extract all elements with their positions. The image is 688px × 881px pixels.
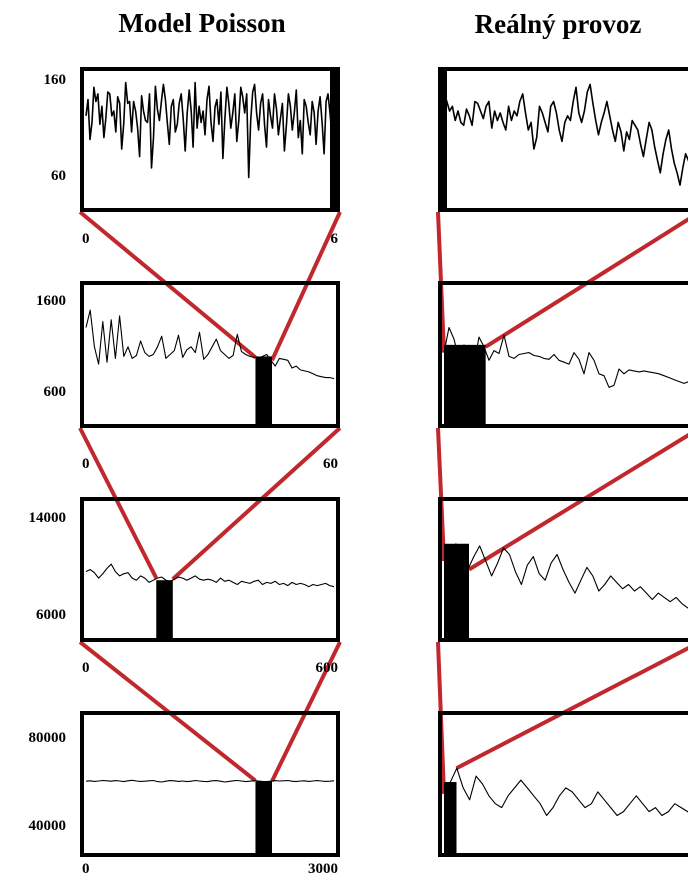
- zoom-window-fill: [444, 782, 457, 857]
- panel-frame: [80, 281, 340, 428]
- panel-frame: [80, 497, 340, 642]
- zoom-connector-line: [270, 211, 342, 362]
- zoom-window-fill: [156, 580, 173, 642]
- zoom-window-fill: [444, 344, 486, 428]
- x-tick-label: 0: [82, 861, 90, 877]
- panel-c1-r1: [438, 281, 688, 428]
- series-line: [85, 81, 335, 179]
- x-tick-label: 60: [323, 456, 338, 472]
- panel-c1-r0: [438, 67, 688, 212]
- panel-frame-thick-right: [330, 67, 340, 212]
- panel-frame: [438, 711, 688, 857]
- y-tick-label: 40000: [29, 818, 67, 834]
- y-tick-label: 1600: [36, 293, 66, 309]
- panel-c1-r2: [438, 497, 688, 642]
- zoom-connector-line: [484, 217, 688, 349]
- x-tick-label: 6: [331, 231, 339, 247]
- y-tick-label: 60: [51, 168, 66, 184]
- y-tick-label: 6000: [36, 607, 66, 623]
- y-tick-label: 160: [44, 72, 67, 88]
- panel-frame: [438, 67, 688, 212]
- series-line: [443, 767, 688, 817]
- panel-frame: [438, 497, 688, 642]
- series-line: [443, 83, 688, 186]
- x-tick-label: 3000: [308, 861, 338, 877]
- series-line: [443, 326, 688, 388]
- left-column-title: Model Poisson: [118, 8, 285, 38]
- panel-frame-thick-left: [438, 67, 447, 212]
- zoom-window-fill: [444, 543, 469, 642]
- zoom-window-fill: [255, 781, 272, 857]
- x-tick-label: 0: [82, 456, 90, 472]
- series-line: [85, 779, 335, 783]
- x-tick-label: 0: [82, 231, 90, 247]
- panel-frame: [438, 281, 688, 428]
- x-tick-label: 0: [82, 660, 90, 676]
- zoom-connector-line: [455, 645, 688, 771]
- right-column-title: Reálný provoz: [475, 9, 642, 39]
- panel-c0-r1: 1600 600 0 60: [36, 281, 340, 472]
- zoom-window-fill: [255, 356, 272, 428]
- zoom-connector-layer: [78, 210, 688, 794]
- x-tick-label: 600: [316, 660, 339, 676]
- zoom-connector-line: [436, 427, 446, 562]
- y-tick-label: 600: [44, 384, 67, 400]
- series-line: [443, 543, 688, 609]
- panel-c0-r3: 80000 40000 0 3000: [29, 711, 340, 877]
- series-line: [85, 309, 335, 380]
- series-line: [85, 563, 335, 588]
- y-tick-label: 14000: [29, 510, 67, 526]
- panel-c1-r3: [438, 711, 688, 857]
- y-tick-label: 80000: [29, 730, 67, 746]
- zoom-connector-line: [78, 427, 159, 579]
- panel-c0-r0: 160 60 0 6: [44, 67, 340, 247]
- panel-c0-r2: 14000 6000 0 600: [29, 497, 340, 676]
- zoom-connector-line: [171, 426, 342, 581]
- panel-frame: [80, 711, 340, 857]
